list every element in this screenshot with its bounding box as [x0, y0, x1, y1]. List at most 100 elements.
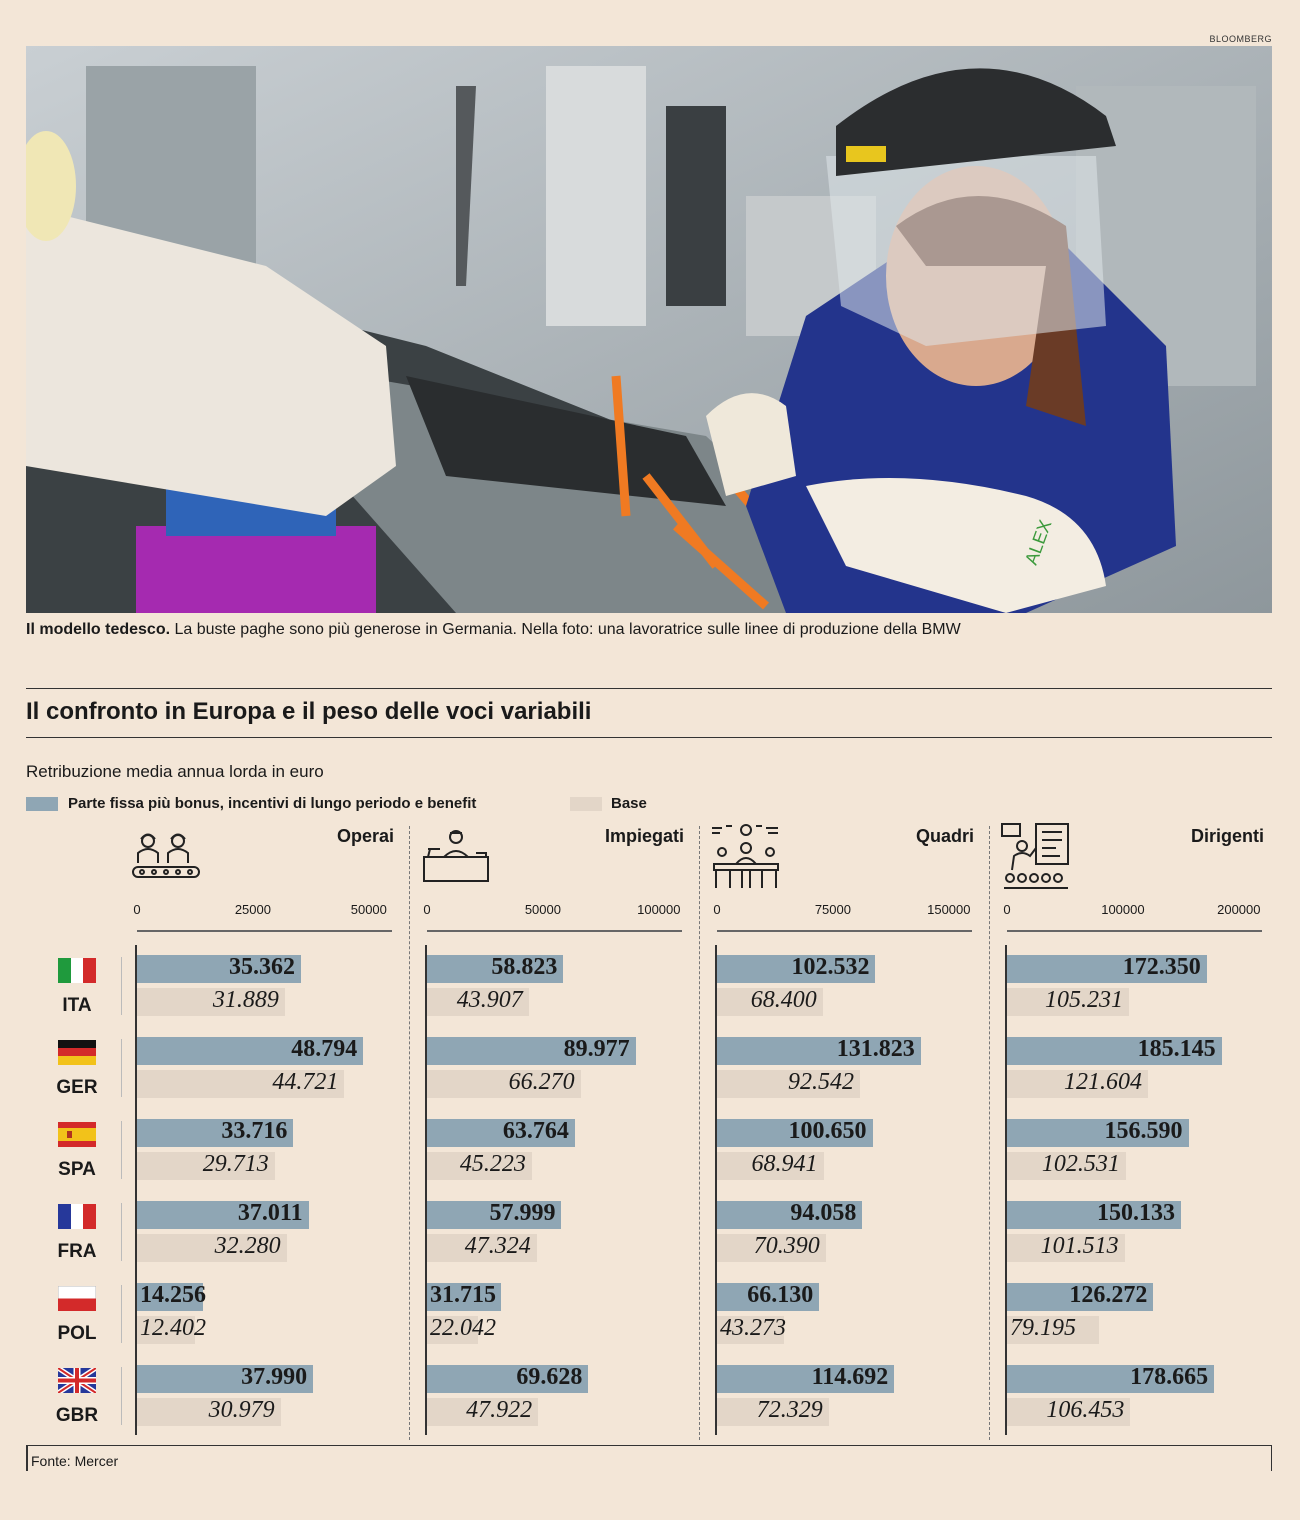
bar-total-pol-operai [137, 1283, 204, 1311]
title-rule [26, 737, 1272, 738]
bar-total-fra-quadri [717, 1201, 863, 1229]
bar-base-spa-impiegati [427, 1152, 532, 1180]
bar-total-ita-impiegati [427, 955, 564, 983]
panel-title-quadri: Quadri [915, 826, 974, 846]
country-code-spa: SPA [58, 1159, 96, 1180]
x-axis-line [427, 930, 682, 932]
x-axis-line [717, 930, 972, 932]
x-axis-line [1007, 930, 1262, 932]
value-total-gbr-quadri: 114.692 [811, 1364, 889, 1390]
bar-base-fra-impiegati [427, 1234, 537, 1262]
value-total-ita-dirigenti: 172.350 [1122, 954, 1201, 980]
legend-swatch-base [570, 797, 602, 811]
bar-base-pol-impiegati [427, 1316, 479, 1344]
flag-spa-icon [58, 1122, 96, 1147]
country-code-ger: GER [56, 1077, 98, 1098]
bar-total-ger-operai [137, 1037, 364, 1065]
panel-title-dirigenti: Dirigenti [1190, 826, 1264, 846]
caption-lead: Il modello tedesco. [26, 621, 171, 638]
country-code-pol: POL [57, 1323, 97, 1344]
bar-total-spa-impiegati [427, 1119, 575, 1147]
row-bracket [121, 1367, 122, 1425]
bar-base-gbr-quadri [717, 1398, 829, 1426]
source-note: Fonte: Mercer [31, 1453, 119, 1469]
flag-fra-icon [58, 1204, 96, 1229]
panel-baseline [1005, 945, 1007, 1435]
bar-base-pol-operai [137, 1316, 195, 1344]
value-total-pol-quadri: 66.130 [747, 1282, 814, 1308]
bar-base-ita-dirigenti [1007, 988, 1129, 1016]
bar-total-pol-impiegati [427, 1283, 501, 1311]
bar-base-pol-quadri [717, 1316, 784, 1344]
bar-base-pol-dirigenti [1007, 1316, 1099, 1344]
value-total-spa-dirigenti: 156.590 [1104, 1118, 1183, 1144]
row-bracket [121, 957, 122, 1015]
bar-base-gbr-impiegati [427, 1398, 539, 1426]
bar-base-ger-impiegati [427, 1070, 581, 1098]
flag-ger-icon [58, 1040, 96, 1065]
value-total-ita-operai: 35.362 [228, 954, 295, 980]
value-base-pol-impiegati: 22.042 [430, 1315, 496, 1341]
photo-caption: Il modello tedesco. La buste paghe sono … [26, 621, 961, 639]
factory-photo: ALEX [26, 46, 1272, 613]
panel-separator [699, 826, 700, 1440]
chart-subtitle: Retribuzione media annua lorda in euro [26, 762, 324, 781]
value-base-fra-dirigenti: 101.513 [1040, 1233, 1119, 1259]
value-total-ger-quadri: 131.823 [836, 1036, 915, 1062]
value-base-spa-operai: 29.713 [202, 1151, 269, 1177]
bar-base-ita-impiegati [427, 988, 529, 1016]
axis-tick-label: 100000 [637, 902, 681, 917]
bar-total-pol-dirigenti [1007, 1283, 1154, 1311]
axis-tick-label: 200000 [1217, 902, 1261, 917]
value-total-gbr-dirigenti: 178.665 [1130, 1364, 1209, 1390]
value-base-ger-quadri: 92.542 [788, 1069, 855, 1095]
value-total-pol-impiegati: 31.715 [430, 1282, 496, 1308]
row-bracket [121, 1203, 122, 1261]
bar-total-ita-quadri [717, 955, 876, 983]
source-bracket-left [26, 1445, 28, 1471]
factory-workers-icon [130, 827, 202, 890]
axis-tick-label: 100000 [1101, 902, 1145, 917]
bar-base-spa-quadri [717, 1152, 824, 1180]
value-base-ger-operai: 44.721 [272, 1069, 339, 1095]
bar-total-gbr-quadri [717, 1365, 895, 1393]
presenter-icon [1000, 822, 1072, 895]
bar-total-fra-dirigenti [1007, 1201, 1182, 1229]
panel-title-impiegati: Impiegati [604, 826, 684, 846]
axis-tick-label: 0 [713, 902, 721, 917]
value-total-gbr-operai: 37.990 [241, 1364, 308, 1390]
chart-title: Il confronto in Europa e il peso delle v… [26, 698, 592, 725]
value-base-ger-dirigenti: 121.604 [1063, 1069, 1142, 1095]
axis-tick-label: 25000 [234, 902, 271, 917]
source-bracket-right [1271, 1445, 1272, 1471]
bar-base-fra-operai [137, 1234, 287, 1262]
bar-base-ger-quadri [717, 1070, 861, 1098]
bar-total-spa-operai [137, 1119, 294, 1147]
bar-total-gbr-impiegati [427, 1365, 589, 1393]
value-total-ita-impiegati: 58.823 [491, 954, 558, 980]
row-bracket [121, 1039, 122, 1097]
value-base-fra-impiegati: 47.324 [464, 1233, 531, 1259]
axis-tick-label: 50000 [524, 902, 561, 917]
bottom-rule [26, 1445, 1272, 1446]
value-base-spa-impiegati: 45.223 [459, 1151, 526, 1177]
value-total-ger-impiegati: 89.977 [563, 1036, 630, 1062]
row-bracket [121, 1121, 122, 1179]
legend-label-base: Base [611, 795, 647, 812]
axis-tick-label: 75000 [814, 902, 851, 917]
value-base-ita-dirigenti: 105.231 [1044, 987, 1123, 1013]
bar-total-spa-quadri [717, 1119, 873, 1147]
panel-baseline [425, 945, 427, 1435]
photo-credit: BLOOMBERG [1209, 34, 1272, 44]
bar-total-gbr-dirigenti [1007, 1365, 1215, 1393]
value-total-ger-dirigenti: 185.145 [1137, 1036, 1216, 1062]
axis-tick-label: 150000 [927, 902, 971, 917]
bar-base-gbr-operai [137, 1398, 281, 1426]
value-total-fra-quadri: 94.058 [790, 1200, 857, 1226]
value-base-ita-operai: 31.889 [212, 987, 279, 1013]
top-rule [26, 688, 1272, 689]
panel-separator [409, 826, 410, 1440]
panel-separator [989, 826, 990, 1440]
bar-total-fra-impiegati [427, 1201, 562, 1229]
value-base-gbr-impiegati: 47.922 [466, 1397, 533, 1423]
